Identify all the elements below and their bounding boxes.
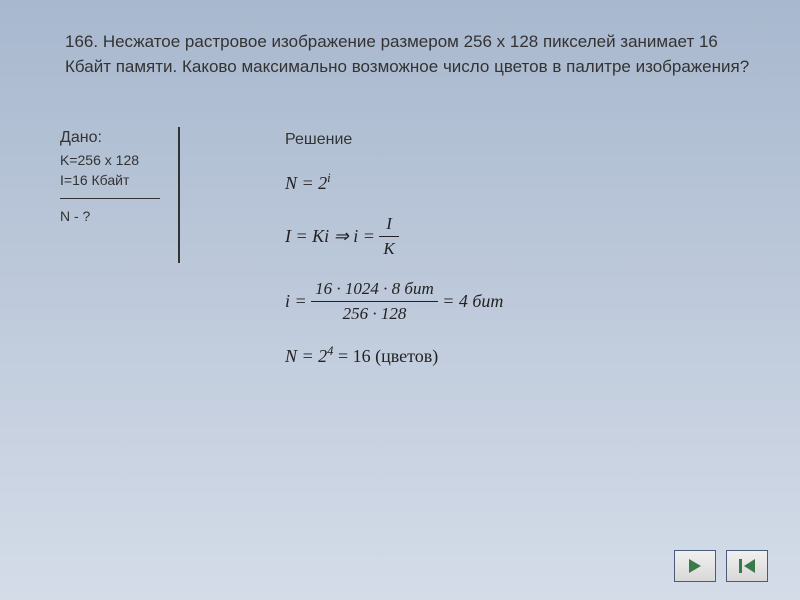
f2-num: I xyxy=(379,214,398,237)
play-forward-icon xyxy=(686,557,704,575)
f2-part1: I = Ki ⇒ i = xyxy=(285,226,375,247)
solution-block: Решение N = 2i I = Ki ⇒ i = I K i = 16 ·… xyxy=(190,129,503,387)
f2-den: K xyxy=(379,237,398,259)
problem-number: 166. xyxy=(65,32,98,51)
f3-num: 16 · 1024 · 8 бит xyxy=(311,279,438,302)
formula-i-derive: I = Ki ⇒ i = I K xyxy=(285,214,503,259)
skip-back-icon xyxy=(737,557,757,575)
given-find: N - ? xyxy=(60,207,178,227)
f3-rhs: = 4 бит xyxy=(442,291,503,312)
problem-text-body: Несжатое растровое изображение размером … xyxy=(65,32,749,76)
horizontal-divider xyxy=(60,198,160,199)
given-i: I=16 Кбайт xyxy=(60,171,178,191)
f3-fraction: 16 · 1024 · 8 бит 256 · 128 xyxy=(311,279,438,324)
solution-area: Дано: K=256 х 128 I=16 Кбайт N - ? Решен… xyxy=(0,79,800,387)
f1-lhs: N = 2 xyxy=(285,173,327,193)
given-label: Дано: xyxy=(60,129,178,147)
f1-sup: i xyxy=(327,171,331,185)
formula-i-calc: i = 16 · 1024 · 8 бит 256 · 128 = 4 бит xyxy=(285,279,503,324)
next-button[interactable] xyxy=(674,550,716,582)
vertical-divider xyxy=(178,127,180,263)
f4-lhs: N = 2 xyxy=(285,346,327,366)
given-k: K=256 х 128 xyxy=(60,151,178,171)
f2-fraction: I K xyxy=(379,214,398,259)
solution-label: Решение xyxy=(285,131,503,149)
given-block: Дано: K=256 х 128 I=16 Кбайт N - ? xyxy=(60,129,190,387)
f4-rhs: = 16 (цветов) xyxy=(333,346,438,366)
f3-den: 256 · 128 xyxy=(311,302,438,324)
formula-n-result: N = 24 = 16 (цветов) xyxy=(285,344,503,367)
formula-n-power: N = 2i xyxy=(285,171,503,194)
problem-statement: 166. Несжатое растровое изображение разм… xyxy=(0,0,800,79)
nav-buttons xyxy=(674,550,768,582)
f3-lhs: i = xyxy=(285,291,307,312)
prev-button[interactable] xyxy=(726,550,768,582)
